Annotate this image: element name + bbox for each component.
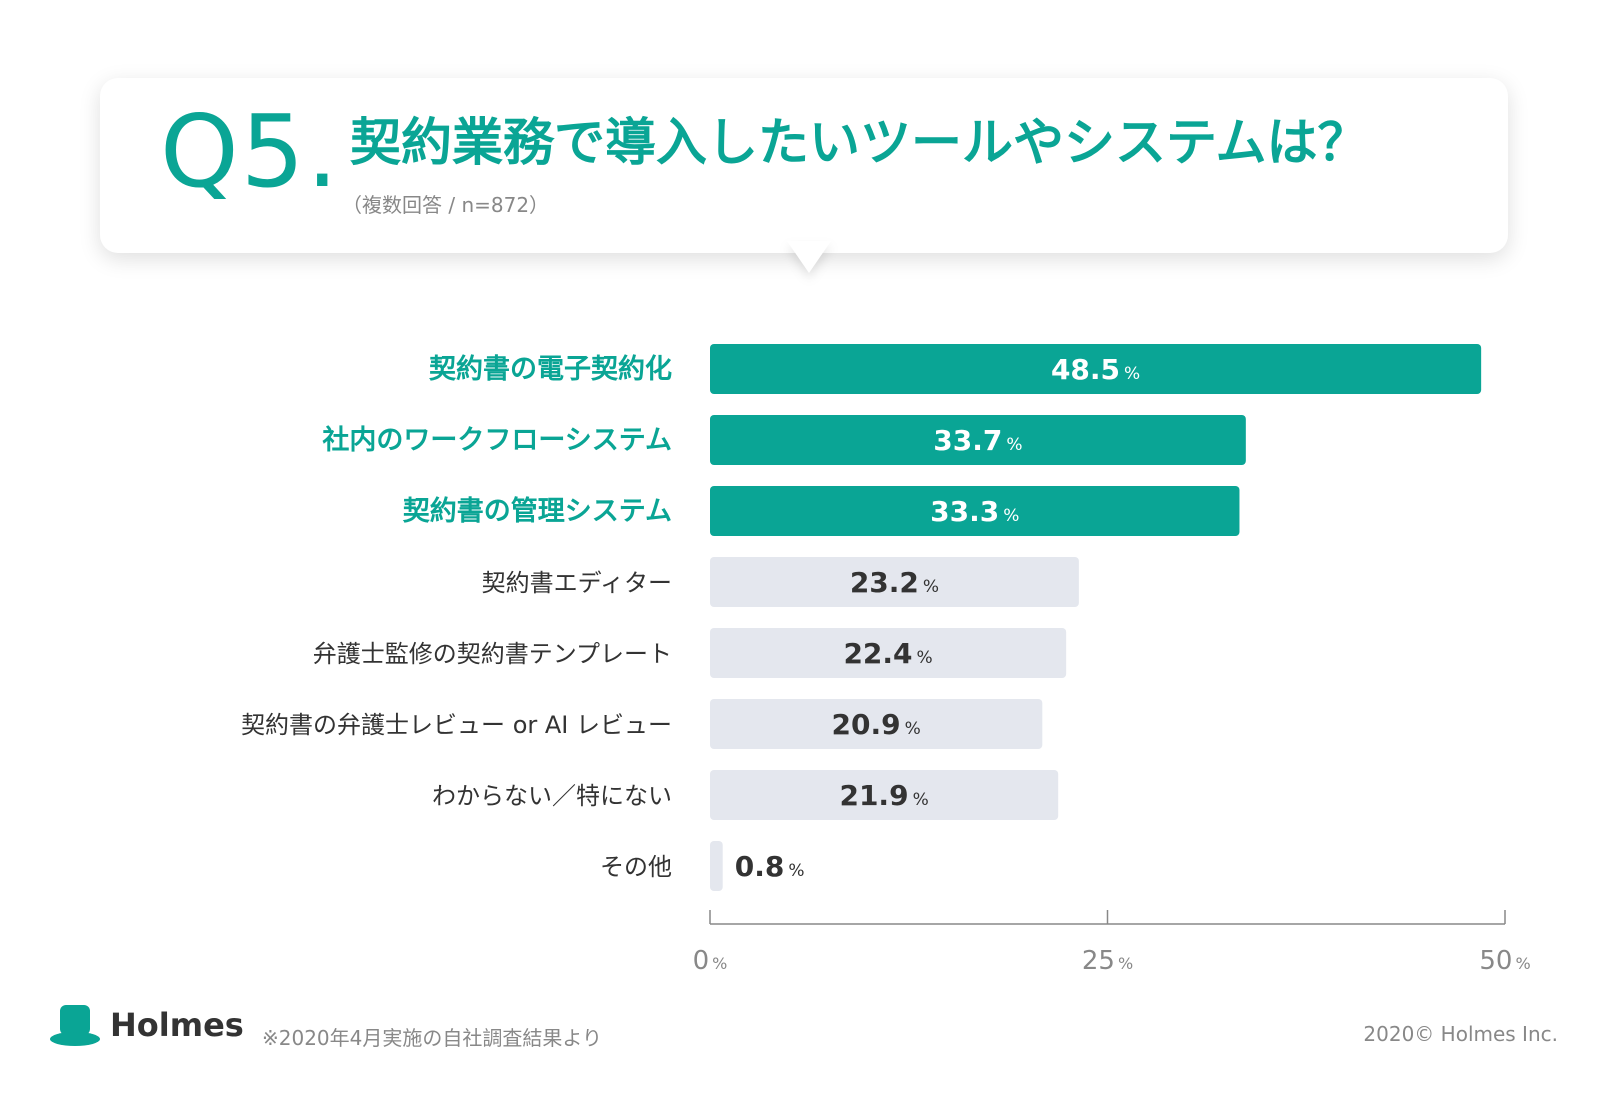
- bar: [710, 557, 1079, 607]
- bar: [710, 699, 1043, 749]
- bar: [710, 770, 1059, 820]
- category-label: 弁護士監修の契約書テンプレート: [313, 640, 672, 668]
- x-tick-label: 50%: [1479, 946, 1530, 976]
- question-subtitle: （複数回答 / n=872）: [342, 193, 550, 217]
- survey-footnote: ※2020年4月実施の自社調査結果より: [262, 1026, 602, 1050]
- title-card: [100, 78, 1508, 253]
- question-title: 契約業務で導入したいツールやシステムは？: [350, 114, 1369, 173]
- category-label: 契約書エディター: [482, 569, 672, 597]
- question-number: Q5.: [160, 93, 341, 210]
- category-label: 社内のワークフローシステム: [322, 424, 672, 456]
- bar: [710, 344, 1482, 394]
- x-tick-label: 0%: [693, 946, 728, 976]
- top-hat-icon: [50, 1005, 100, 1046]
- bar: [710, 415, 1246, 465]
- category-label: その他: [600, 853, 672, 881]
- category-label: 契約書の弁護士レビュー or AI レビュー: [241, 711, 672, 739]
- value-label: 0.8%: [735, 850, 805, 883]
- brand-name: Holmes: [110, 1006, 244, 1044]
- category-label: わからない／特にない: [432, 782, 672, 810]
- brand-logo: Holmes: [48, 1003, 244, 1047]
- bar: [710, 486, 1240, 536]
- x-tick-label: 25%: [1082, 946, 1133, 976]
- copyright: 2020© Holmes Inc.: [1363, 1022, 1558, 1046]
- bar: [710, 628, 1067, 678]
- category-label: 契約書の管理システム: [403, 495, 672, 527]
- bar: [710, 841, 723, 891]
- category-label: 契約書の電子契約化: [429, 353, 672, 385]
